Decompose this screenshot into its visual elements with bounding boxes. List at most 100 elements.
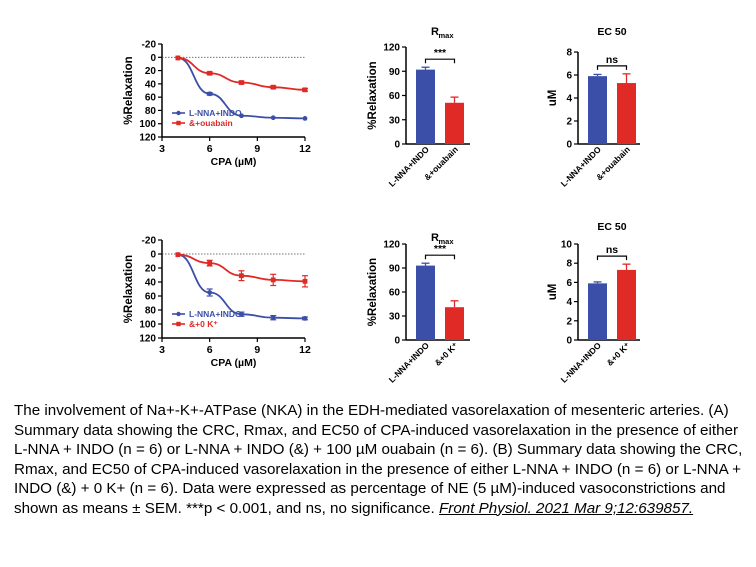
y-tick-label: 0 xyxy=(394,336,400,347)
y-tick-label: 60 xyxy=(145,93,157,104)
data-point xyxy=(270,277,276,283)
y-tick-label: 120 xyxy=(383,43,400,54)
data-point xyxy=(302,116,308,121)
y-axis-label: %Relaxation xyxy=(367,258,379,326)
y-axis-label: %Relaxation xyxy=(123,56,135,124)
y-tick-label: 8 xyxy=(566,48,572,59)
x-axis-label: CPA (µM) xyxy=(211,357,257,369)
bar xyxy=(445,307,464,340)
x-tick-label: 3 xyxy=(159,143,165,155)
significance-bracket xyxy=(596,255,628,261)
series-treatment xyxy=(175,55,308,93)
x-tick-label: 3 xyxy=(159,344,165,356)
chart-title: R xyxy=(431,232,439,244)
bar xyxy=(416,69,435,144)
data-point xyxy=(175,252,181,258)
y-tick-label: 30 xyxy=(389,115,401,126)
category-label: &+0 K⁺ xyxy=(604,340,632,368)
x-tick-label: 6 xyxy=(207,143,213,155)
x-axis-label: CPA (µM) xyxy=(211,156,257,168)
data-point xyxy=(270,115,276,121)
y-tick-label: 4 xyxy=(566,94,572,105)
significance-label: ns xyxy=(606,244,618,256)
data-point xyxy=(239,311,244,317)
significance-label: *** xyxy=(434,243,447,255)
y-tick-label: 90 xyxy=(389,264,401,275)
chart-title: EC 50 xyxy=(597,221,626,233)
bar xyxy=(588,76,607,144)
y-axis-label: uM xyxy=(547,90,559,107)
significance-bracket xyxy=(424,58,456,64)
legend-marker xyxy=(176,311,181,317)
y-tick-label: 6 xyxy=(566,71,572,82)
chart-title: EC 50 xyxy=(597,26,626,38)
data-point xyxy=(239,273,244,279)
y-tick-label: 90 xyxy=(389,67,401,78)
legend-marker xyxy=(176,110,181,116)
category-label: L-NNA+INDO xyxy=(387,144,432,189)
citation-link[interactable]: Front Physiol. 2021 Mar 9;12:639857. xyxy=(438,499,694,517)
y-tick-label: 0 xyxy=(566,140,572,151)
chart-title-subscript: max xyxy=(438,31,454,40)
significance-bracket xyxy=(424,254,456,260)
y-tick-label: 60 xyxy=(145,292,157,303)
legend: L-NNA+INDO&+ouabain xyxy=(172,108,242,128)
category-label: L-NNA+INDO xyxy=(559,144,604,189)
y-tick-label: 120 xyxy=(139,334,156,345)
data-point xyxy=(302,316,308,321)
legend-label: &+0 K⁺ xyxy=(189,319,218,329)
legend-label: L-NNA+INDO xyxy=(189,309,242,319)
y-axis-label: %Relaxation xyxy=(367,61,379,129)
bar xyxy=(416,265,435,340)
category-label: L-NNA+INDO xyxy=(559,340,604,385)
data-point xyxy=(207,91,213,97)
y-tick-label: 120 xyxy=(139,133,156,144)
y-tick-label: 0 xyxy=(150,250,156,261)
y-tick-label: 80 xyxy=(145,306,157,317)
significance-label: ns xyxy=(606,54,618,66)
bar xyxy=(588,283,607,340)
y-tick-label: 4 xyxy=(566,297,572,308)
data-point xyxy=(270,84,276,90)
legend: L-NNA+INDO&+0 K⁺ xyxy=(172,309,242,329)
data-point xyxy=(207,260,213,266)
y-tick-label: 40 xyxy=(145,278,157,289)
y-axis-label: %Relaxation xyxy=(123,255,135,323)
y-tick-label: 60 xyxy=(389,91,401,102)
data-point xyxy=(270,315,276,321)
y-tick-label: 6 xyxy=(566,278,572,289)
caption-text: The involvement of Na+-K+-ATPase (NKA) i… xyxy=(14,402,743,517)
figure-caption: The involvement of Na+-K+-ATPase (NKA) i… xyxy=(14,401,750,518)
y-tick-label: 40 xyxy=(145,79,157,90)
y-tick-label: 0 xyxy=(394,140,400,151)
x-tick-label: 9 xyxy=(254,344,260,356)
y-axis-label: uM xyxy=(547,284,559,301)
category-label: &+0 K⁺ xyxy=(432,340,460,368)
y-tick-label: 0 xyxy=(566,336,572,347)
x-tick-label: 9 xyxy=(254,143,260,155)
y-tick-label: 20 xyxy=(145,66,157,77)
y-tick-label: 2 xyxy=(566,316,572,327)
bar xyxy=(445,102,464,144)
y-tick-label: 100 xyxy=(139,119,156,130)
y-tick-label: 20 xyxy=(145,264,157,275)
data-point xyxy=(302,278,308,284)
series-treatment xyxy=(175,252,308,288)
chart-B-ec50: EC 50 0 2 4 6 8 10 uM L-NNA+INDO &+0 K⁺ ns xyxy=(547,221,640,385)
chart-title: R xyxy=(431,26,439,38)
bar xyxy=(617,269,636,340)
x-tick-label: 6 xyxy=(207,344,213,356)
y-tick-label: 100 xyxy=(139,320,156,331)
y-tick-label: -20 xyxy=(142,236,157,247)
data-point xyxy=(207,70,213,76)
x-tick-label: 12 xyxy=(299,344,311,356)
significance-label: *** xyxy=(434,47,447,59)
chart-title-subscript: max xyxy=(438,237,454,246)
data-point xyxy=(175,55,181,61)
